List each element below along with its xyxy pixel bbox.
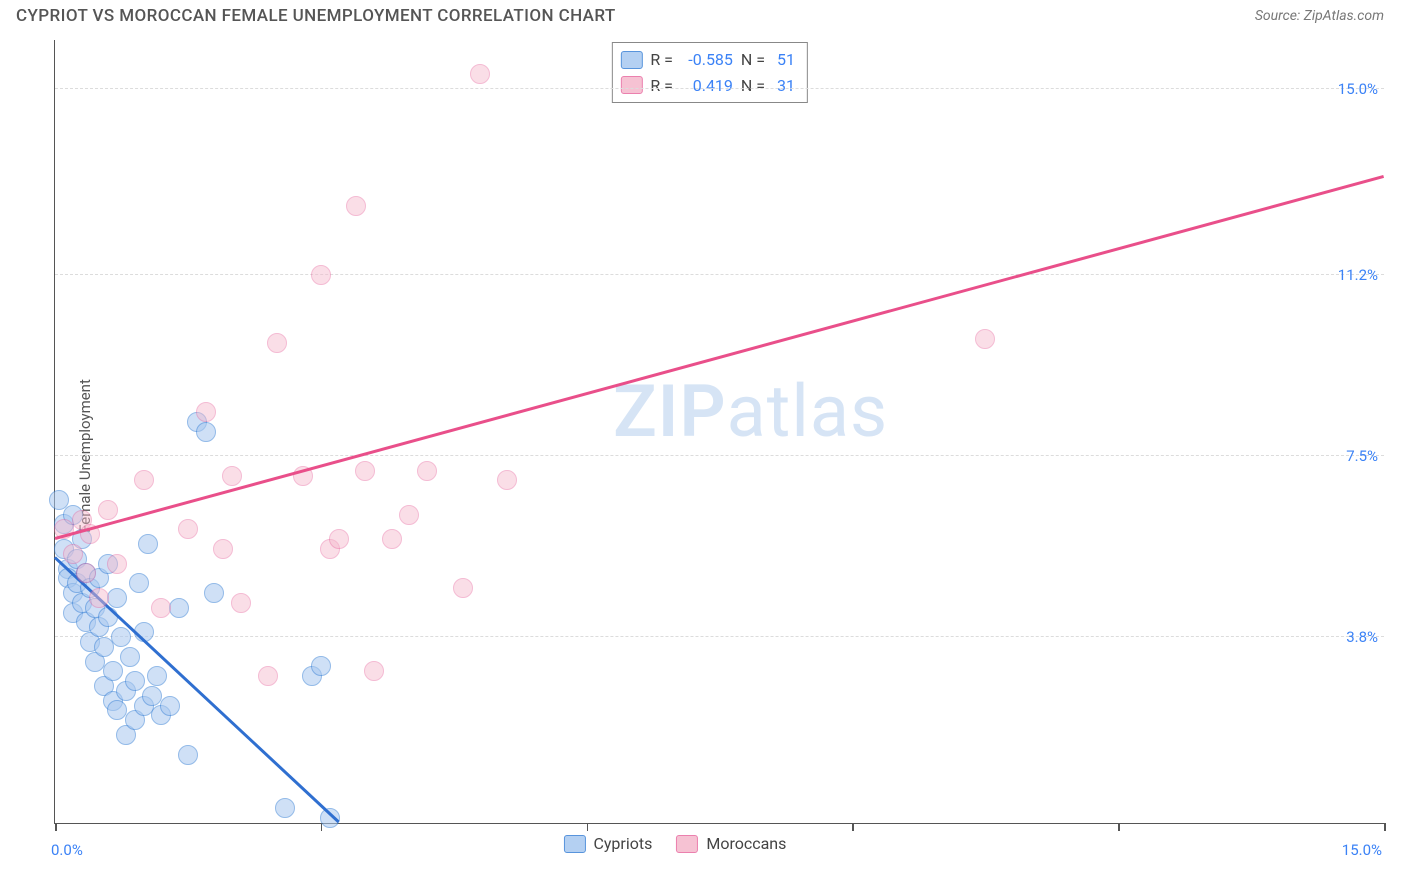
data-point xyxy=(94,637,114,657)
plot-area: ZIPatlas R = -0.585 N = 51R = 0.419 N = … xyxy=(54,40,1384,824)
data-point xyxy=(204,583,224,603)
data-point xyxy=(453,578,473,598)
data-point xyxy=(120,647,140,667)
data-point xyxy=(111,627,131,647)
x-tick xyxy=(1118,823,1120,831)
data-point xyxy=(258,666,278,686)
data-point xyxy=(196,402,216,422)
series-legend: Cypriots Moroccans xyxy=(563,834,786,853)
data-point xyxy=(311,656,331,676)
chart-title: CYPRIOT VS MOROCCAN FEMALE UNEMPLOYMENT … xyxy=(16,6,616,26)
data-point xyxy=(76,563,96,583)
data-point xyxy=(178,745,198,765)
data-point xyxy=(103,661,123,681)
y-tick-label: 11.2% xyxy=(1338,266,1378,284)
legend-item: Cypriots xyxy=(563,834,652,853)
legend-swatch xyxy=(563,835,585,853)
data-point xyxy=(89,588,109,608)
data-point xyxy=(382,529,402,549)
legend-label: Cypriots xyxy=(593,834,652,853)
data-point xyxy=(417,461,437,481)
data-point xyxy=(975,329,995,349)
legend-swatch xyxy=(620,51,642,69)
x-axis-min-label: 0.0% xyxy=(51,841,83,859)
data-point xyxy=(497,470,517,490)
trend-line xyxy=(55,175,1385,540)
data-point xyxy=(63,544,83,564)
gridline xyxy=(55,88,1384,89)
y-tick-label: 3.8% xyxy=(1346,628,1378,646)
x-tick xyxy=(852,823,854,831)
data-point xyxy=(107,554,127,574)
data-point xyxy=(355,461,375,481)
data-point xyxy=(169,598,189,618)
stats-legend: R = -0.585 N = 51R = 0.419 N = 31 xyxy=(611,42,808,103)
data-point xyxy=(267,333,287,353)
data-point xyxy=(107,588,127,608)
chart-container: Female Unemployment ZIPatlas R = -0.585 … xyxy=(16,40,1384,872)
stats-legend-row: R = 0.419 N = 31 xyxy=(620,73,795,99)
watermark: ZIPatlas xyxy=(613,369,888,454)
data-point xyxy=(196,422,216,442)
data-point xyxy=(222,466,242,486)
data-point xyxy=(275,798,295,818)
data-point xyxy=(399,505,419,525)
legend-label: Moroccans xyxy=(706,834,786,853)
data-point xyxy=(178,519,198,539)
x-axis-max-label: 15.0% xyxy=(1342,841,1382,859)
x-tick xyxy=(55,823,57,831)
legend-swatch xyxy=(676,835,698,853)
data-point xyxy=(151,598,171,618)
stats-legend-row: R = -0.585 N = 51 xyxy=(620,47,795,73)
data-point xyxy=(98,500,118,520)
data-point xyxy=(364,661,384,681)
y-tick-label: 7.5% xyxy=(1346,447,1378,465)
data-point xyxy=(213,539,233,559)
source-attribution: Source: ZipAtlas.com xyxy=(1255,8,1384,24)
data-point xyxy=(311,265,331,285)
data-point xyxy=(160,696,180,716)
x-tick xyxy=(587,823,589,831)
data-point xyxy=(147,666,167,686)
data-point xyxy=(125,671,145,691)
x-tick xyxy=(1384,823,1386,831)
gridline xyxy=(55,274,1384,275)
y-tick-label: 15.0% xyxy=(1338,80,1378,98)
data-point xyxy=(346,196,366,216)
legend-item: Moroccans xyxy=(676,834,786,853)
gridline xyxy=(55,455,1384,456)
data-point xyxy=(129,573,149,593)
data-point xyxy=(470,64,490,84)
data-point xyxy=(134,470,154,490)
data-point xyxy=(98,607,118,627)
gridline xyxy=(55,636,1384,637)
data-point xyxy=(329,529,349,549)
data-point xyxy=(138,534,158,554)
legend-swatch xyxy=(620,76,642,94)
data-point xyxy=(231,593,251,613)
